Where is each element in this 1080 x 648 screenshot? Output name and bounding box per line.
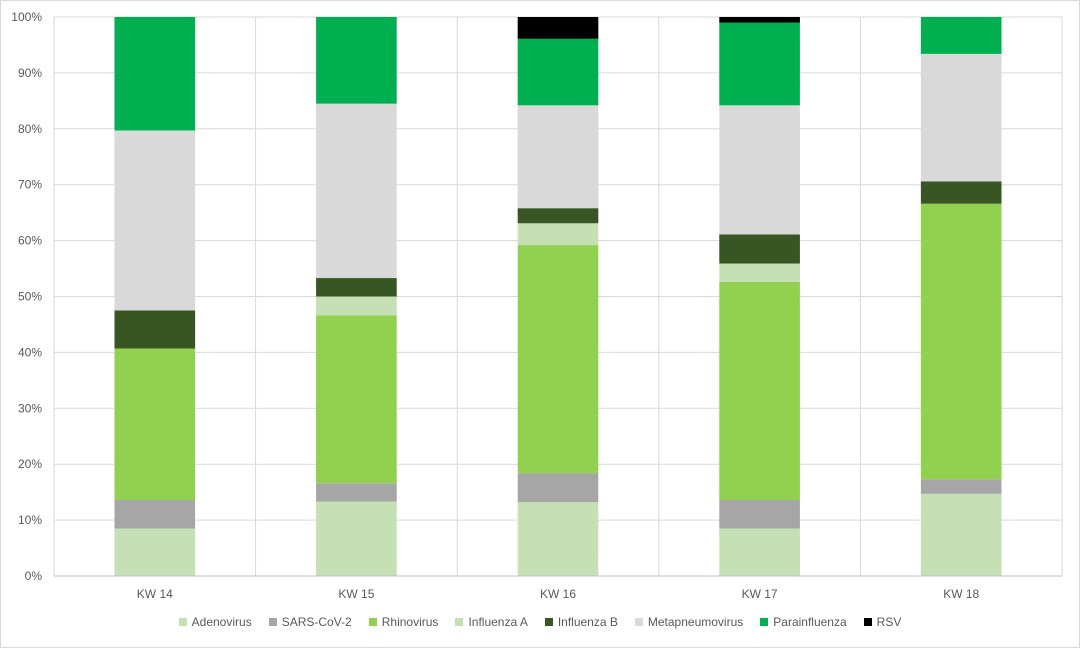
bar-segment-adenovirus: [316, 501, 397, 576]
legend-item-rhinovirus: Rhinovirus: [368, 615, 439, 629]
bar-segment-influenza-a: [517, 223, 599, 246]
bar-segment-sars-cov-2: [316, 483, 397, 502]
bar-segment-sars-cov-2: [114, 499, 196, 529]
bar-segment-influenza-b: [920, 181, 1002, 204]
bar-segment-parainfluenza: [719, 22, 800, 106]
x-axis: KW 14 KW 15 KW 16 KW 17 KW 18: [54, 575, 1062, 601]
legend-swatch: [268, 618, 277, 626]
y-tick-label: 0%: [25, 569, 43, 583]
bar-segment-influenza-a: [719, 263, 800, 282]
bar-segment-sars-cov-2: [920, 479, 1002, 494]
bar-segment-rsv: [719, 17, 800, 23]
bar-segment-metapneumovirus: [316, 103, 397, 279]
legend-swatch: [544, 618, 553, 626]
legend-swatch: [178, 618, 187, 626]
legend-swatch: [863, 618, 872, 626]
legend-item-adenovirus: Adenovirus: [178, 615, 252, 629]
legend-item-rsv: RSV: [863, 615, 902, 629]
legend-swatch: [455, 618, 464, 626]
x-tick-label: KW 16: [540, 587, 576, 601]
x-tick-label: KW 14: [137, 587, 173, 601]
legend-item-influenza-a: Influenza A: [455, 615, 528, 629]
legend: Adenovirus SARS-CoV-2 Rhinovirus Influenza …: [0, 615, 1080, 629]
bar-segment-rhinovirus: [114, 348, 196, 500]
bar-segment-parainfluenza: [920, 17, 1002, 54]
y-tick-label: 20%: [18, 457, 42, 471]
bar-segment-adenovirus: [920, 493, 1002, 576]
x-tick-label: KW 17: [742, 587, 778, 601]
bar-segment-sars-cov-2: [719, 499, 800, 529]
bar-segment-metapneumovirus: [719, 105, 800, 235]
bar-segment-rhinovirus: [719, 281, 800, 500]
legend-label: Influenza B: [557, 615, 618, 629]
bar-segment-influenza-b: [719, 234, 800, 264]
bar-segment-rhinovirus: [316, 315, 397, 484]
bars: [114, 17, 1002, 576]
legend-swatch: [760, 618, 769, 626]
bar-segment-rsv: [517, 17, 599, 39]
legend-swatch: [634, 618, 643, 626]
bar-segment-influenza-b: [517, 208, 599, 224]
legend-item-influenza-b: Influenza B: [544, 615, 618, 629]
y-tick-label: 30%: [18, 401, 42, 415]
bar-segment-metapneumovirus: [517, 105, 599, 209]
legend-label: SARS-CoV-2: [281, 615, 352, 629]
y-tick-label: 100%: [11, 10, 42, 24]
y-tick-label: 60%: [18, 234, 42, 248]
legend-item-parainfluenza: Parainfluenza: [760, 615, 847, 629]
y-axis: 0% 10% 20% 30% 40% 50% 60% 70% 80% 90% 100%: [11, 10, 42, 583]
legend-item-sars-cov-2: SARS-CoV-2: [268, 615, 352, 629]
legend-label: Rhinovirus: [381, 615, 439, 629]
legend-label: Metapneumovirus: [647, 615, 744, 629]
bar-segment-adenovirus: [719, 528, 800, 576]
bar-segment-metapneumovirus: [920, 53, 1002, 182]
bar-segment-influenza-b: [114, 310, 196, 349]
bar-segment-adenovirus: [114, 528, 196, 576]
y-tick-label: 70%: [18, 178, 42, 192]
bar-segment-adenovirus: [517, 502, 599, 576]
legend-label: RSV: [876, 615, 902, 629]
y-tick-label: 10%: [18, 513, 42, 527]
bar-segment-parainfluenza: [114, 17, 196, 131]
bar-segment-rhinovirus: [517, 245, 599, 474]
bar-segment-rhinovirus: [920, 203, 1002, 480]
legend-label: Adenovirus: [191, 615, 252, 629]
y-tick-label: 90%: [18, 66, 42, 80]
legend-label: Influenza A: [468, 615, 528, 629]
legend-item-metapneumovirus: Metapneumovirus: [634, 615, 744, 629]
bar-segment-parainfluenza: [316, 17, 397, 104]
x-tick-label: KW 15: [338, 587, 374, 601]
x-tick-label: KW 18: [943, 587, 979, 601]
legend-label: Parainfluenza: [773, 615, 847, 629]
bar-segment-influenza-b: [316, 278, 397, 297]
bar-segment-metapneumovirus: [114, 130, 196, 311]
legend-swatch: [368, 618, 377, 626]
y-tick-label: 40%: [18, 345, 42, 359]
y-tick-label: 80%: [18, 122, 42, 136]
bar-segment-parainfluenza: [517, 38, 599, 106]
bar-segment-influenza-a: [316, 296, 397, 316]
y-tick-label: 50%: [18, 290, 42, 304]
bar-segment-sars-cov-2: [517, 473, 599, 503]
